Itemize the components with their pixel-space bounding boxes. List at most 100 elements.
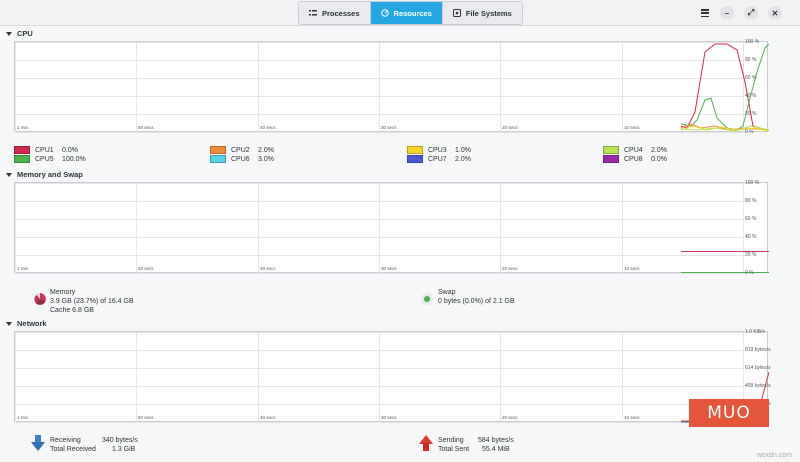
maximize-button[interactable]: ⤢ (744, 6, 758, 20)
expand-triangle-icon (6, 321, 12, 326)
cpu-x-tick: 40 secs (260, 125, 276, 130)
memory-pie-icon[interactable] (33, 292, 47, 306)
sending-arrow-icon[interactable] (419, 435, 433, 451)
network-grid (15, 332, 769, 423)
cpu-color-swatch[interactable] (14, 155, 30, 163)
view-switcher: Processes Resources File Systems (298, 1, 523, 25)
cpu-color-swatch[interactable] (603, 146, 619, 154)
cpu-y-tick: 60 % (745, 75, 757, 81)
cache-value: Cache 6.8 GB (50, 307, 94, 314)
memory-x-tick: 1 min (17, 266, 29, 271)
tab-file-systems[interactable]: File Systems (443, 2, 522, 24)
total-sent-label: Total Sent (438, 446, 470, 453)
cpu-color-swatch[interactable] (210, 146, 226, 154)
network-y-tick: 819 bytes/s (745, 347, 771, 353)
tab-file-systems-label: File Systems (465, 8, 512, 18)
cpu-legend-item-cpu3[interactable]: CPU3 1.0% (407, 146, 471, 154)
memory-history-graph: 100 % 80 % 60 % 40 % 20 % 0 % 1 min 50 secs 40 s… (14, 180, 769, 276)
cpu-color-swatch[interactable] (407, 155, 423, 163)
swap-pie-icon[interactable] (420, 292, 434, 306)
close-button[interactable]: ✕ (768, 6, 782, 20)
cpu-legend-item-cpu2[interactable]: CPU2 2.0% (210, 146, 274, 154)
cpu-x-tick: 10 secs (624, 125, 640, 130)
sending-info: Sending 584 bytes/s Total Sent 55.4 MiB (438, 436, 514, 454)
cpu-section-header[interactable]: CPU (6, 29, 33, 38)
cpu-x-tick: 50 secs (138, 125, 154, 130)
memory-y-tick: 20 % (745, 252, 757, 258)
cpu-legend-item-cpu5[interactable]: CPU5 100.0% (14, 155, 86, 163)
cpu-legend-value: 3.0% (258, 155, 274, 163)
network-y-tick: 409 bytes/s (745, 383, 771, 389)
total-received-label: Total Received (50, 446, 96, 453)
cpu-color-swatch[interactable] (407, 146, 423, 154)
cpu-y-tick: 20 % (745, 111, 757, 117)
memory-x-tick: 40 secs (260, 266, 276, 271)
tab-resources-label: Resources (393, 8, 432, 18)
cpu-color-swatch[interactable] (14, 146, 30, 154)
cpu-y-tick: 0 % (745, 129, 754, 135)
cpu-legend-item-cpu4[interactable]: CPU4 2.0% (603, 146, 667, 154)
processes-icon (309, 10, 317, 16)
cpu-color-swatch[interactable] (603, 155, 619, 163)
cpu-legend-value: 1.0% (455, 146, 471, 154)
hamburger-menu-icon[interactable] (700, 8, 710, 18)
network-history-graph: 1.0 KiB/s 819 bytes/s 614 bytes/s 409 bytes… (14, 329, 771, 425)
cpu-color-swatch[interactable] (210, 155, 226, 163)
cpu-legend-name: CPU3 (428, 146, 447, 154)
network-section-header[interactable]: Network (6, 319, 47, 328)
memory-section-header[interactable]: Memory and Swap (6, 170, 83, 179)
cpu-legend-name: CPU8 (624, 155, 643, 163)
cpu-legend-value: 2.0% (651, 146, 667, 154)
cpu-history-graph: 100 % 80 % 60 % 40 % 20 % 0 % 1 min 50 secs 40 s… (14, 39, 769, 135)
network-y-tick: 1.0 KiB/s (745, 329, 766, 335)
expand-triangle-icon (6, 31, 12, 36)
memory-y-tick: 100 % (745, 180, 760, 186)
sending-value: 584 bytes/s (478, 437, 514, 444)
minimize-button[interactable]: – (720, 6, 734, 20)
memory-grid (15, 183, 769, 274)
receiving-info: Receiving 340 bytes/s Total Received 1.3 G… (50, 436, 138, 454)
cpu-legend-item-cpu1[interactable]: CPU1 0.0% (14, 146, 78, 154)
cpu-legend-value: 100.0% (62, 155, 86, 163)
network-x-tick: 30 secs (381, 415, 397, 420)
memory-x-tick: 20 secs (502, 266, 518, 271)
network-x-tick: 10 secs (624, 415, 640, 420)
cpu-legend-name: CPU7 (428, 155, 447, 163)
tab-resources[interactable]: Resources (370, 2, 443, 24)
network-y-tick: 614 bytes/s (745, 365, 771, 371)
cpu-legend-item-cpu6[interactable]: CPU6 3.0% (210, 155, 274, 163)
cpu-legend-value: 2.0% (455, 155, 471, 163)
cpu-y-tick: 80 % (745, 57, 757, 63)
memory-value: 3.9 GB (23.7%) of 16.4 GB (50, 298, 134, 305)
network-x-tick: 20 secs (502, 415, 518, 420)
cpu-x-tick: 1 min (17, 125, 29, 130)
memory-y-tick: 60 % (745, 216, 757, 222)
memory-y-tick: 40 % (745, 234, 757, 240)
cpu-legend-name: CPU2 (231, 146, 250, 154)
expand-triangle-icon (6, 172, 12, 177)
filesystems-icon (452, 9, 461, 17)
site-watermark: wsxdn.com (756, 452, 792, 459)
receiving-arrow-icon[interactable] (31, 435, 45, 451)
cpu-legend-value: 0.0% (62, 146, 78, 154)
cpu-legend-item-cpu8[interactable]: CPU8 0.0% (603, 155, 667, 163)
network-x-tick: 40 secs (260, 415, 276, 420)
cpu-x-tick: 30 secs (381, 125, 397, 130)
cpu-legend-name: CPU6 (231, 155, 250, 163)
total-sent-value: 55.4 MiB (482, 446, 510, 453)
resources-icon (380, 9, 389, 17)
memory-y-tick: 80 % (745, 198, 757, 204)
memory-x-tick: 50 secs (138, 266, 154, 271)
receiving-label: Receiving (50, 437, 81, 444)
memory-section-title: Memory and Swap (17, 170, 83, 179)
cpu-x-tick: 20 secs (502, 125, 518, 130)
cpu4-trace (680, 125, 769, 132)
cpu-legend-value: 2.0% (258, 146, 274, 154)
cpu-legend-item-cpu7[interactable]: CPU7 2.0% (407, 155, 471, 163)
cpu-legend-value: 0.0% (651, 155, 667, 163)
swap-label: Swap (438, 289, 456, 296)
cpu-y-tick: 40 % (745, 93, 757, 99)
memory-label: Memory (50, 289, 76, 296)
tab-processes[interactable]: Processes (299, 2, 371, 24)
window-controls: – ⤢ ✕ (700, 6, 782, 20)
